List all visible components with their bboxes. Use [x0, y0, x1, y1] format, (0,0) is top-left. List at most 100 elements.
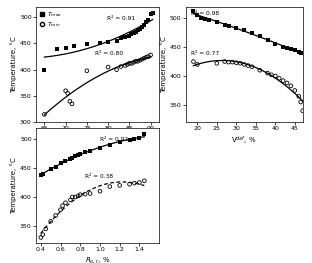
Point — [88, 191, 93, 196]
Point — [207, 18, 212, 22]
Point — [58, 208, 63, 212]
Point — [88, 149, 93, 153]
Point — [273, 42, 278, 46]
Point — [132, 137, 137, 141]
X-axis label: C$^{daf}$, %: C$^{daf}$, % — [85, 134, 110, 146]
Point — [72, 44, 77, 48]
Point — [117, 140, 122, 144]
Point — [84, 42, 89, 47]
Point — [285, 46, 290, 50]
Point — [127, 33, 132, 38]
Point — [148, 12, 153, 17]
Point — [296, 94, 301, 98]
Point — [125, 62, 130, 67]
Point — [138, 27, 143, 31]
Point — [118, 64, 123, 69]
Point — [250, 65, 255, 69]
Point — [53, 213, 58, 218]
Point — [230, 60, 235, 64]
Point — [133, 59, 138, 63]
Point — [214, 20, 219, 24]
Text: R² = 0.80: R² = 0.80 — [95, 51, 123, 56]
Point — [144, 55, 149, 59]
Point — [40, 232, 45, 237]
Point — [73, 195, 78, 199]
Point — [142, 132, 147, 136]
Point — [285, 81, 290, 85]
Point — [117, 183, 122, 188]
Point — [127, 61, 132, 65]
Point — [106, 65, 111, 69]
Point — [70, 195, 75, 199]
Point — [281, 79, 286, 83]
Point — [292, 88, 297, 93]
Point — [76, 194, 81, 198]
Point — [129, 32, 134, 36]
Point — [63, 89, 68, 93]
Point — [76, 153, 81, 158]
Point — [222, 22, 227, 27]
Point — [133, 30, 138, 34]
Text: R² = 0.92: R² = 0.92 — [100, 138, 128, 143]
Point — [300, 109, 305, 113]
Point — [40, 172, 45, 176]
Point — [114, 39, 119, 43]
X-axis label: V$^{daf}$, %: V$^{daf}$, % — [231, 134, 257, 146]
Point — [97, 146, 102, 150]
Point — [146, 18, 151, 22]
Point — [222, 59, 227, 64]
Point — [127, 182, 132, 186]
Point — [137, 180, 142, 185]
Point — [140, 57, 145, 61]
Point — [123, 63, 128, 68]
Point — [265, 37, 270, 42]
Point — [265, 71, 270, 75]
Point — [73, 154, 78, 159]
Text: R² = 0.77: R² = 0.77 — [192, 51, 220, 56]
Point — [129, 61, 134, 65]
Point — [65, 91, 70, 95]
Point — [142, 23, 147, 27]
Point — [55, 47, 60, 51]
Point — [298, 51, 303, 55]
Y-axis label: Temperature, °C: Temperature, °C — [11, 157, 17, 214]
Point — [150, 11, 155, 15]
Point — [78, 193, 83, 197]
Point — [142, 56, 147, 60]
Point — [84, 69, 89, 73]
Point — [250, 31, 255, 35]
Text: R² = 0.98: R² = 0.98 — [192, 11, 220, 16]
Point — [68, 157, 73, 161]
Point — [277, 76, 282, 80]
Point — [67, 99, 72, 103]
Point — [288, 84, 293, 88]
Point — [257, 68, 262, 72]
Point — [97, 189, 102, 193]
Point — [123, 35, 128, 39]
Text: R² = 0.38: R² = 0.38 — [85, 174, 113, 179]
Point — [142, 179, 147, 183]
Point — [292, 48, 297, 52]
Y-axis label: Temperature, °C: Temperature, °C — [11, 36, 17, 93]
Point — [60, 204, 65, 208]
Point — [138, 58, 143, 62]
Point — [63, 46, 68, 50]
Point — [58, 161, 63, 165]
Point — [296, 50, 301, 54]
Point — [191, 9, 196, 13]
Point — [135, 59, 140, 63]
Y-axis label: Temperature, °C: Temperature, °C — [160, 36, 167, 93]
Legend: $T_{max}$, $T_{min}$: $T_{max}$, $T_{min}$ — [39, 10, 62, 30]
Point — [137, 136, 142, 140]
Point — [195, 62, 200, 67]
Point — [114, 68, 119, 72]
Point — [107, 143, 112, 147]
Point — [42, 112, 47, 117]
Point — [234, 60, 239, 65]
Point — [131, 60, 136, 64]
Point — [43, 227, 48, 231]
Point — [195, 13, 200, 17]
Point — [146, 54, 151, 59]
Point — [241, 62, 246, 67]
Point — [70, 155, 75, 160]
